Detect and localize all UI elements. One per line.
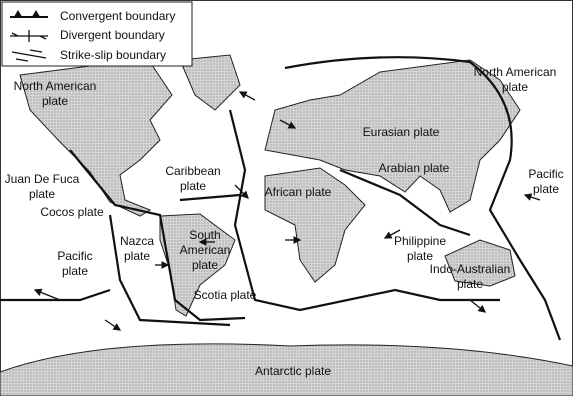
plate-label: Scotia plate <box>194 288 257 302</box>
plate-label: Nazca <box>120 234 154 248</box>
plate-label: Pacific <box>57 249 92 263</box>
plate-label: South <box>189 228 220 242</box>
motion-arrows <box>33 91 541 331</box>
plate-label: Pacific <box>528 167 563 181</box>
legend-strike-slip-symbol <box>11 49 47 62</box>
plate-label: plate <box>124 249 150 263</box>
plate-label: African plate <box>265 185 332 199</box>
plate-label: American <box>180 243 231 257</box>
plate-label: plate <box>407 249 433 263</box>
plate-label: Antarctic plate <box>255 364 331 378</box>
plate-boundaries <box>0 56 562 341</box>
plate-label: Caribbean <box>165 164 220 178</box>
plate-label: Eurasian plate <box>363 125 440 139</box>
legend-label: Strike-slip boundary <box>60 48 166 62</box>
plate-label: North American <box>474 65 557 79</box>
plate-label: plate <box>180 179 206 193</box>
plate-label: Philippine <box>394 234 446 248</box>
plate-label: North American <box>14 79 97 93</box>
legend-divergent-symbol <box>10 30 48 42</box>
plate-label: Juan De Fuca <box>5 172 80 186</box>
plate-label: plate <box>42 94 68 108</box>
plate-label: plate <box>192 258 218 272</box>
plate-label: Indo-Australian <box>430 262 511 276</box>
plate-label: plate <box>457 277 483 291</box>
legend-label: Convergent boundary <box>60 9 175 23</box>
landmasses <box>0 54 573 396</box>
legend-convergent-symbol <box>10 10 48 18</box>
plate-label: Cocos plate <box>40 205 104 219</box>
plate-label: plate <box>502 80 528 94</box>
plate-label: plate <box>62 264 88 278</box>
plate-label: plate <box>29 187 55 201</box>
legend-label: Divergent boundary <box>60 28 165 42</box>
plate-label: plate <box>533 182 559 196</box>
legend: Convergent boundary Divergent boundary S… <box>1 1 193 67</box>
plate-label: Arabian plate <box>379 161 450 175</box>
